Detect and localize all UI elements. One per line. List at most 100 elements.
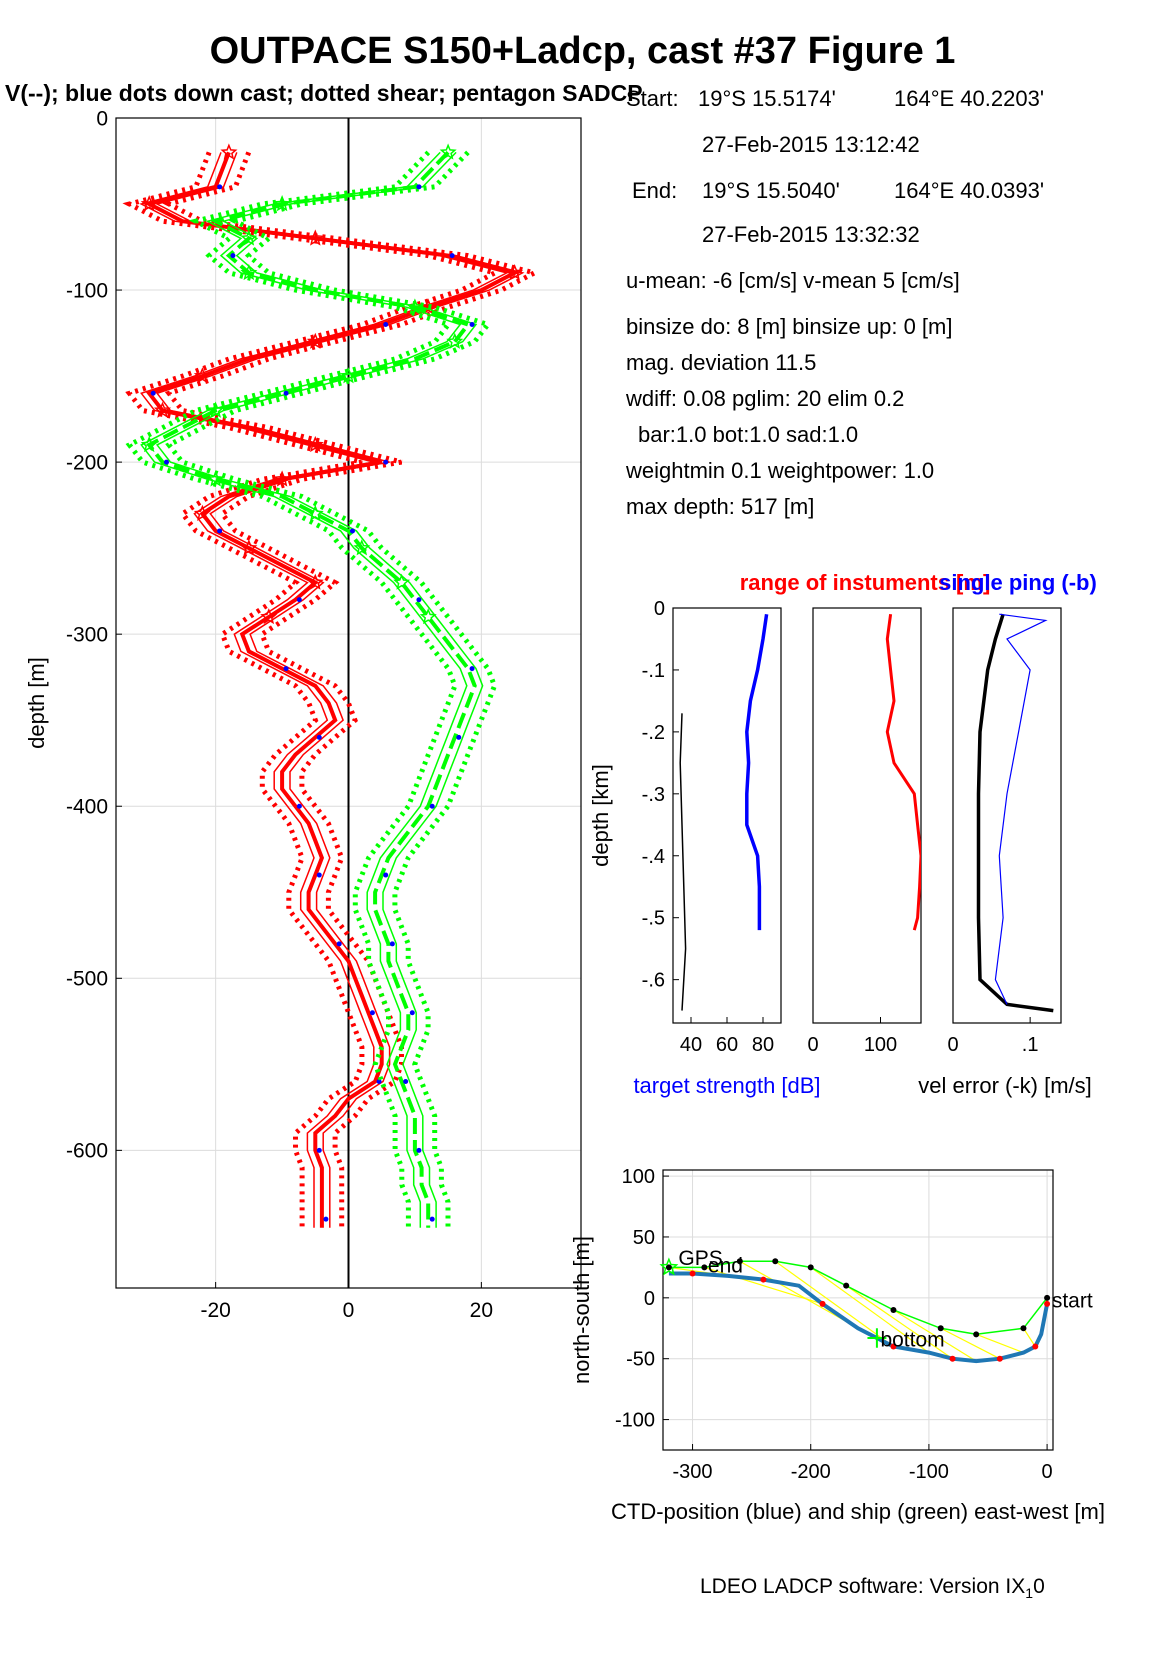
mean-line: u-mean: -6 [cm/s] v-mean 5 [cm/s] bbox=[626, 268, 960, 293]
end-lat: 19°S 15.5040' bbox=[702, 178, 840, 203]
ctd-point bbox=[890, 1343, 897, 1350]
x-tick-label: 0 bbox=[343, 1299, 355, 1322]
sadcp-v-marker bbox=[306, 504, 324, 521]
target-strength-axes: 40 60 80 0 -.1 -.2 -.3 -.4 -.5 -.6 depth [km] targe… bbox=[588, 570, 990, 1098]
profile-v-line bbox=[140, 151, 468, 1228]
ctd-point bbox=[1032, 1343, 1039, 1350]
y-tick-label: -500 bbox=[66, 968, 108, 991]
downcast-dot bbox=[416, 597, 422, 603]
y-tick-label: -100 bbox=[66, 279, 108, 302]
downcast-dot bbox=[383, 321, 389, 327]
y-tick-label: -50 bbox=[626, 1349, 655, 1371]
x-tick-label: -100 bbox=[909, 1461, 949, 1483]
ctd-point bbox=[760, 1276, 767, 1283]
ts-x-label: target strength [dB] bbox=[633, 1073, 820, 1098]
profile-u-line bbox=[143, 151, 521, 1228]
footer-text: LDEO LADCP software: Version IX bbox=[700, 1575, 1026, 1598]
downcast-dot bbox=[283, 666, 289, 672]
ctd-track-line bbox=[668, 1271, 1050, 1364]
vel-error-title: single ping (-b) bbox=[939, 570, 1097, 595]
downcast-dot bbox=[383, 459, 389, 465]
sadcp-v-marker bbox=[207, 401, 225, 418]
downcast-dot bbox=[283, 390, 289, 396]
x-tick-label: -20 bbox=[200, 1299, 230, 1322]
page-subtitle: V(--); blue dots down cast; dotted shear… bbox=[5, 80, 643, 106]
downcast-dot bbox=[323, 1216, 329, 1222]
ship-point bbox=[973, 1331, 980, 1338]
footer-tail: 0 bbox=[1033, 1575, 1045, 1598]
sadcp-v-marker bbox=[353, 539, 371, 556]
ctd-point bbox=[1044, 1300, 1051, 1307]
link-line bbox=[893, 1309, 977, 1362]
footer-sub: 1 bbox=[1025, 1585, 1034, 1602]
range-red-line bbox=[885, 614, 921, 931]
axes-frame bbox=[672, 607, 782, 1024]
shear-u-line bbox=[122, 151, 502, 1228]
sadcp-v-marker bbox=[393, 573, 411, 590]
ship-point bbox=[736, 1258, 743, 1265]
downcast-dot bbox=[409, 1010, 415, 1016]
sadcp-u-marker bbox=[306, 229, 324, 246]
downcast-dot bbox=[376, 1079, 382, 1085]
maxdepth-line: max depth: 517 [m] bbox=[626, 494, 815, 519]
downcast-dot bbox=[150, 390, 156, 396]
sadcp-u-marker bbox=[140, 195, 158, 212]
y-tick-label: 50 bbox=[633, 1227, 655, 1249]
downcast-dot bbox=[316, 1147, 322, 1153]
downcast-dot bbox=[316, 872, 322, 878]
end-lon: 164°E 40.0393' bbox=[894, 178, 1045, 203]
link-line bbox=[704, 1266, 823, 1305]
x-tick-label: .1 bbox=[1022, 1034, 1039, 1056]
y-tick-label: -100 bbox=[615, 1410, 655, 1432]
y-tick-label: -600 bbox=[66, 1140, 108, 1163]
downcast-dot bbox=[296, 597, 302, 603]
x-tick-label: 0 bbox=[947, 1034, 958, 1056]
ship-point bbox=[937, 1325, 944, 1332]
sadcp-u-marker bbox=[306, 573, 324, 590]
sadcp-v-marker bbox=[240, 229, 258, 246]
y-tick-label: -.5 bbox=[642, 908, 665, 930]
y-axis-label: depth [m] bbox=[24, 657, 49, 749]
pos-y-label: north-south [m] bbox=[569, 1236, 594, 1384]
y-tick-label: -.6 bbox=[642, 970, 665, 992]
axes-frame bbox=[952, 607, 1062, 1024]
x-tick-label: -300 bbox=[673, 1461, 713, 1483]
ts-black-line bbox=[679, 713, 687, 1011]
downcast-dot bbox=[316, 734, 322, 740]
downcast-dot bbox=[416, 184, 422, 190]
downcast-dot bbox=[469, 321, 475, 327]
x-tick-label: 40 bbox=[680, 1034, 702, 1056]
downcast-dot bbox=[416, 1147, 422, 1153]
end-time: 27-Feb-2015 13:32:32 bbox=[702, 222, 920, 247]
sadcp-v-marker bbox=[439, 143, 457, 160]
y-tick-label: 0 bbox=[644, 1288, 655, 1310]
sadcp-u-marker bbox=[193, 367, 211, 384]
range-title: range of instuments [m] bbox=[740, 570, 991, 595]
sadcp-v-marker bbox=[339, 367, 358, 384]
y-tick-label: 100 bbox=[622, 1166, 655, 1188]
sadcp-u-marker bbox=[273, 470, 291, 487]
downcast-dot bbox=[336, 941, 342, 947]
binsize-line: binsize do: 8 [m] binsize up: 0 [m] bbox=[626, 314, 953, 339]
profile-v-line bbox=[146, 151, 477, 1228]
downcast-dot bbox=[217, 184, 223, 190]
ship-point bbox=[1020, 1325, 1027, 1332]
ctd-point bbox=[819, 1300, 826, 1307]
x-tick-label: 0 bbox=[1042, 1461, 1053, 1483]
profile-u-line bbox=[155, 152, 525, 1228]
downcast-dot bbox=[429, 803, 435, 809]
downcast-dot bbox=[383, 872, 389, 878]
y-tick-label: -.3 bbox=[642, 784, 665, 806]
annotation-end: end bbox=[708, 1254, 743, 1277]
vel-error-axes: 0 .1 single ping (-b) vel error (-k) [m/s] bbox=[918, 570, 1097, 1098]
start-lon: 164°E 40.2203' bbox=[894, 86, 1045, 111]
bar-line: bar:1.0 bot:1.0 sad:1.0 bbox=[638, 422, 859, 447]
y-tick-label: -.1 bbox=[642, 660, 665, 682]
sadcp-u-marker bbox=[306, 435, 324, 453]
vel-error-x-label: vel error (-k) [m/s] bbox=[918, 1073, 1092, 1098]
downcast-dot bbox=[296, 803, 302, 809]
wdiff-line: wdiff: 0.08 pglim: 20 elim 0.2 bbox=[626, 386, 905, 411]
shear-v-line bbox=[165, 150, 498, 1228]
